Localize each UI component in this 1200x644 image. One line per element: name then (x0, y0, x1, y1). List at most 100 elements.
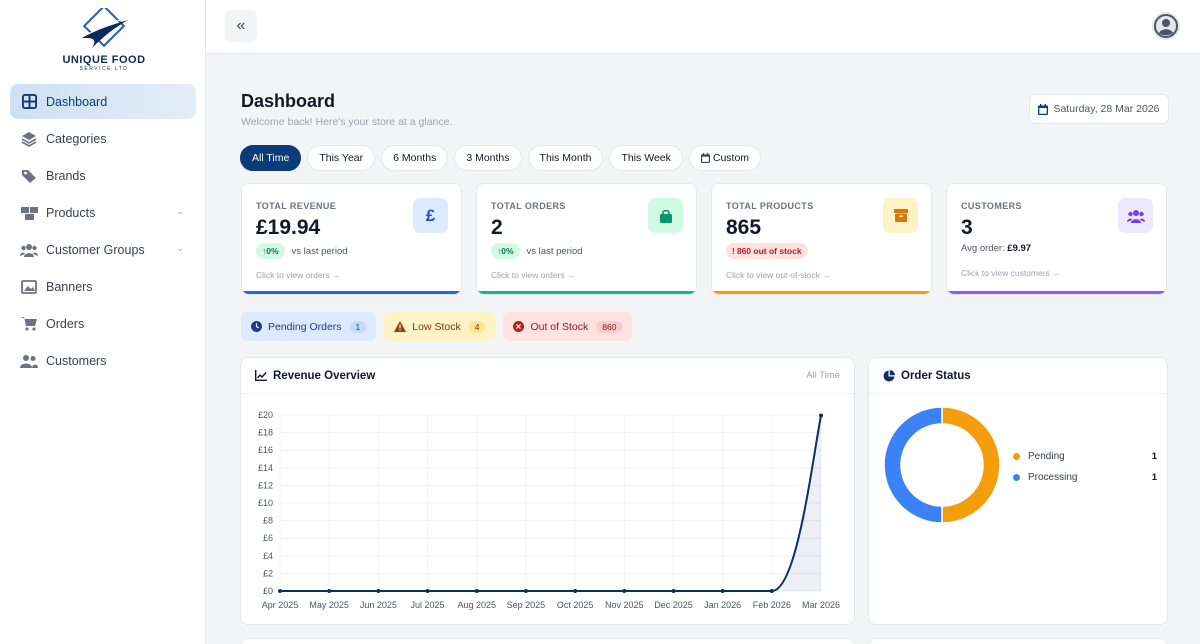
clock-icon (251, 321, 262, 332)
lower-panel-right (868, 638, 1168, 644)
delta-chip: ↑ 0% (256, 243, 285, 259)
legend-value: 1 (1151, 451, 1157, 462)
sidebar-item-label: Orders (46, 316, 85, 331)
chevron-down-icon: ⌄ (176, 206, 184, 216)
order-status-donut (883, 406, 1001, 524)
y-tick-label: £14 (258, 463, 273, 473)
card-link[interactable]: Click to view customers → (961, 268, 1061, 278)
revenue-point (769, 589, 774, 593)
out-of-stock-badge[interactable]: Out of Stock 860 (503, 312, 633, 341)
out-of-stock-chip: ! 860 out of stock (726, 243, 808, 259)
y-tick-label: £10 (258, 498, 273, 508)
sidebar-item-orders[interactable]: Orders (10, 306, 196, 341)
revenue-point (278, 589, 282, 593)
filter-this-year[interactable]: This Year (307, 145, 376, 171)
card-customers[interactable]: CUSTOMERS 3 Avg order: £9.97 Click to vi… (946, 183, 1167, 295)
sidebar-item-label: Products (46, 205, 96, 220)
x-tick-label: Apr 2025 (262, 600, 299, 610)
revenue-point (327, 589, 332, 593)
card-link[interactable]: Click to view orders → (491, 270, 576, 280)
brand-subtitle: SERVICE LTD (79, 66, 129, 72)
users-group-icon (20, 241, 38, 259)
logo[interactable]: UNIQUE FOOD SERVICE LTD (56, 8, 152, 78)
card-accent-bar (477, 291, 696, 294)
x-tick-label: Feb 2026 (753, 600, 791, 610)
card-total-revenue[interactable]: TOTAL REVENUE £19.94 £ ↑ 0% vs last perio… (241, 183, 462, 295)
arrow-up-icon: ↑ (497, 246, 502, 256)
revenue-point (622, 589, 627, 593)
lower-panel-left (240, 638, 855, 644)
filter-all-time[interactable]: All Time (240, 145, 302, 171)
filter-this-month[interactable]: This Month (527, 145, 604, 171)
panel-header: Order Status (869, 358, 1167, 394)
boxes-icon (20, 204, 38, 222)
badge-label: Out of Stock (530, 320, 589, 333)
sidebar-item-label: Dashboard (46, 94, 108, 109)
sidebar-item-customers[interactable]: Customers (10, 343, 196, 378)
sidebar-item-label: Banners (46, 279, 93, 294)
user-circle-icon (1154, 14, 1178, 38)
revenue-point (376, 589, 381, 593)
revenue-point (523, 589, 528, 593)
sidebar: UNIQUE FOOD SERVICE LTD Dashboard Catego… (0, 0, 206, 644)
low-stock-badge[interactable]: Low Stock 4 (384, 312, 496, 341)
sidebar-item-categories[interactable]: Categories (10, 121, 196, 156)
filter-this-week[interactable]: This Week (609, 145, 683, 171)
sidebar-item-products[interactable]: Products ⌄ (10, 195, 196, 230)
sidebar-item-banners[interactable]: Banners (10, 269, 196, 304)
sidebar-item-dashboard[interactable]: Dashboard (10, 84, 196, 119)
legend-label: Processing (1028, 472, 1078, 483)
card-meta: ↑ 0% vs last period (256, 243, 348, 259)
sidebar-item-brands[interactable]: Brands (10, 158, 196, 193)
calendar-icon (1038, 103, 1049, 115)
delta-value: 0% (266, 246, 279, 256)
collapse-sidebar-button[interactable]: « (225, 10, 257, 42)
x-tick-label: Jan 2026 (704, 600, 741, 610)
card-label: TOTAL REVENUE (256, 201, 337, 211)
card-total-orders[interactable]: TOTAL ORDERS 2 ↑ 0% vs last period Click … (476, 183, 697, 295)
logo-mark-icon (82, 8, 128, 48)
x-tick-label: May 2025 (309, 600, 349, 610)
avatar[interactable] (1152, 12, 1180, 40)
card-meta: ! 860 out of stock (726, 243, 815, 259)
legend-label: Pending (1028, 451, 1065, 462)
x-tick-label: Oct 2025 (557, 600, 594, 610)
card-value: £19.94 (256, 216, 321, 239)
exclamation-icon: ! (732, 246, 735, 256)
revenue-point (671, 589, 676, 593)
page-subtitle: Welcome back! Here's your store at a gla… (241, 116, 453, 128)
filter-6-months[interactable]: 6 Months (381, 145, 449, 171)
sidebar-item-label: Categories (46, 131, 107, 146)
x-tick-label: Dec 2025 (654, 600, 693, 610)
card-label: TOTAL ORDERS (491, 201, 566, 211)
badge-count: 1 (349, 320, 367, 333)
card-link[interactable]: Click to view out-of-stock → (726, 270, 831, 280)
legend-dot (1013, 474, 1020, 481)
legend-value: 1 (1151, 472, 1157, 483)
donut-legend: Pending 1 Processing 1 (1013, 446, 1157, 488)
card-accent-bar (712, 291, 931, 294)
panel-title: Order Status (901, 369, 971, 382)
stat-cards: TOTAL REVENUE £19.94 £ ↑ 0% vs last perio… (241, 183, 1167, 295)
revenue-point (425, 589, 430, 593)
x-tick-label: Sep 2025 (507, 600, 546, 610)
badge-count: 4 (468, 320, 486, 333)
filter-custom[interactable]: Custom (688, 145, 762, 171)
sidebar-item-label: Customers (46, 353, 107, 368)
card-total-products[interactable]: TOTAL PRODUCTS 865 ! 860 out of stock Cli… (711, 183, 932, 295)
card-value: 865 (726, 216, 762, 239)
users-icon (1118, 198, 1153, 233)
alert-badges: Pending Orders 1 Low Stock 4 Out of Stoc… (241, 312, 633, 341)
y-tick-label: £16 (258, 445, 273, 455)
bag-icon (648, 198, 683, 233)
pending-orders-badge[interactable]: Pending Orders 1 (241, 312, 377, 341)
card-link[interactable]: Click to view orders → (256, 270, 341, 280)
badge-label: Low Stock (412, 320, 461, 333)
legend-item: Processing 1 (1013, 467, 1157, 488)
revenue-point (720, 589, 725, 593)
line-chart-icon (255, 370, 267, 381)
sidebar-item-customer-groups[interactable]: Customer Groups ⌄ (10, 232, 196, 267)
filter-3-months[interactable]: 3 Months (454, 145, 522, 171)
legend-item: Pending 1 (1013, 446, 1157, 467)
avg-order-label: Avg order: (961, 243, 1005, 254)
